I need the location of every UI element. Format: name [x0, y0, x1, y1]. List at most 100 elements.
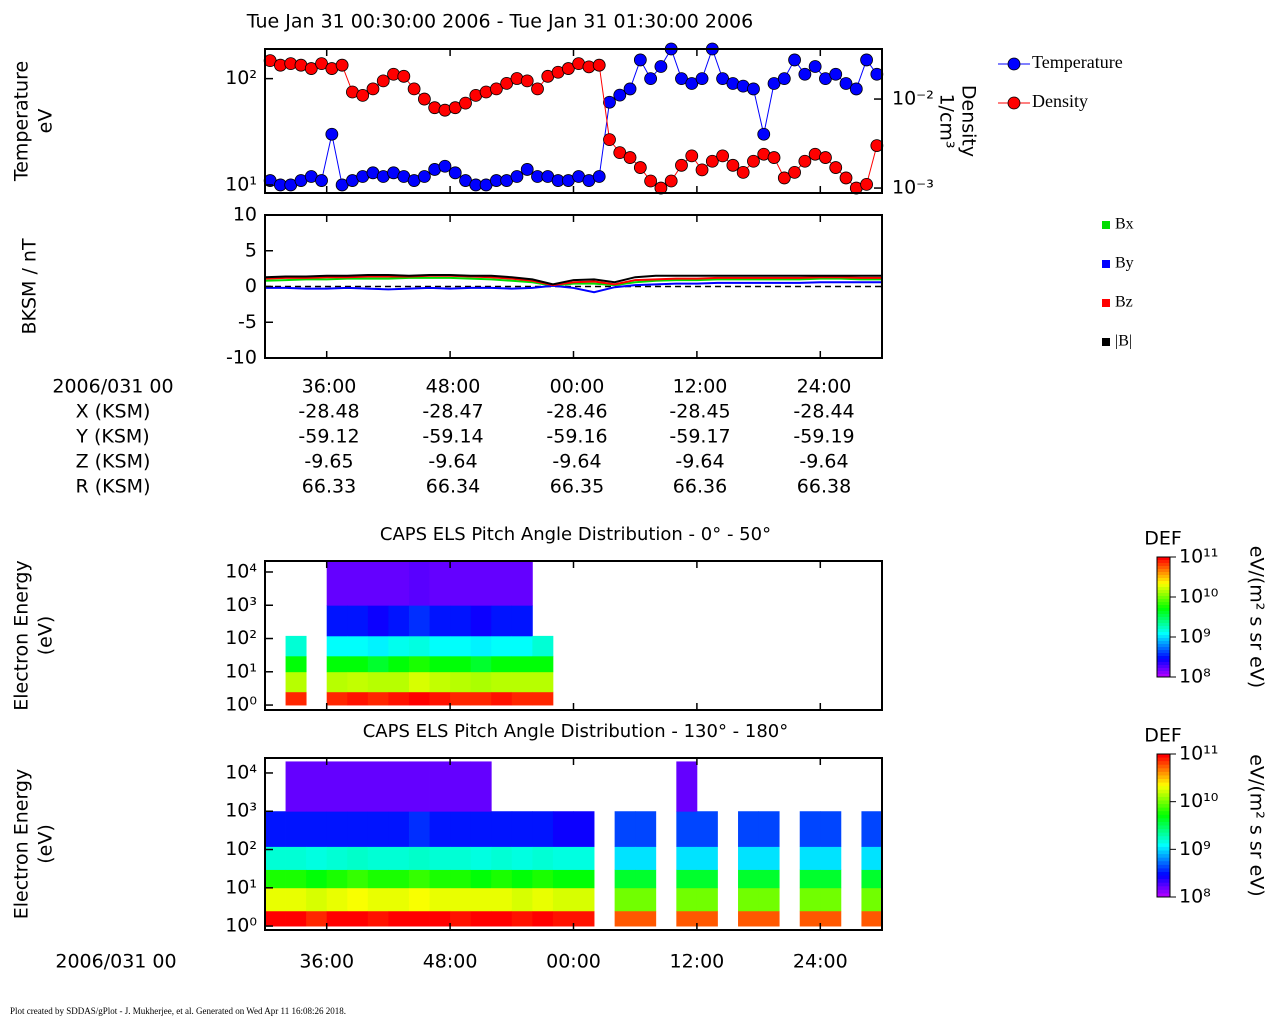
- heat-cell: [552, 910, 574, 927]
- data-point: [520, 74, 534, 88]
- colorbar-strip: [1157, 629, 1170, 633]
- colorbar-strip: [1157, 659, 1170, 663]
- colorbar-strip: [1157, 656, 1170, 660]
- heat-cell: [511, 561, 533, 606]
- x-tick-label: 12:00: [670, 951, 725, 973]
- y-tick-label: 10³: [225, 594, 257, 616]
- heat-cell: [265, 910, 286, 927]
- colorbar-strip: [1157, 836, 1170, 841]
- data-point: [685, 149, 699, 163]
- heat-cell: [429, 605, 451, 637]
- ephemeris-value: -9.64: [428, 451, 477, 473]
- data-point: [654, 181, 668, 195]
- data-point: [777, 171, 791, 185]
- data-point: [561, 62, 575, 75]
- heat-cell: [367, 910, 389, 927]
- data-point: [716, 72, 730, 86]
- heat-cell: [347, 561, 369, 606]
- heat-cell: [758, 846, 780, 870]
- colorbar-frame: [1156, 556, 1171, 678]
- colorbar-strip: [1157, 889, 1170, 894]
- heat-cell: [573, 846, 595, 870]
- heat-cell: [326, 605, 348, 637]
- colorbar-strip: [1157, 590, 1170, 594]
- ephemeris-label: X (KSM): [76, 401, 151, 423]
- colorbar-strip: [1157, 617, 1170, 621]
- data-point: [819, 151, 832, 164]
- heat-cell: [285, 846, 307, 870]
- heat-cell: [285, 887, 307, 912]
- series-line: [264, 274, 882, 286]
- y-tick-label: 10³: [225, 800, 257, 822]
- heat-cell: [450, 910, 472, 927]
- heat-cell: [367, 846, 389, 870]
- ephemeris-header: 48:00: [426, 376, 481, 398]
- heat-cell: [738, 811, 759, 847]
- ephemeris-value: -59.14: [422, 426, 483, 448]
- heat-cell: [470, 887, 492, 912]
- heat-cell: [367, 691, 389, 706]
- y-tick-label: -10: [226, 347, 257, 369]
- colorbar-strip: [1157, 605, 1170, 609]
- heat-cell: [511, 910, 533, 927]
- heat-cell: [347, 605, 369, 637]
- ephemeris-header: 2006/031 00: [52, 376, 173, 398]
- data-point: [788, 53, 801, 67]
- data-point: [510, 170, 524, 183]
- heat-cell: [326, 561, 348, 606]
- colorbar-strip: [1157, 668, 1170, 672]
- x-tick-label: 24:00: [793, 951, 848, 973]
- colorbar-strip: [1157, 782, 1170, 787]
- heat-cell: [429, 846, 451, 870]
- heat-cell: [470, 691, 492, 706]
- data-point: [407, 82, 421, 96]
- heat-cell: [470, 655, 492, 673]
- heat-cell: [388, 605, 410, 637]
- colorbar-strip: [1157, 854, 1170, 859]
- data-point: [633, 161, 647, 174]
- colorbar-strip: [1157, 861, 1170, 866]
- heat-cell: [347, 655, 369, 673]
- y-tick-label: 5: [245, 239, 257, 261]
- data-point: [623, 82, 637, 96]
- data-point: [603, 133, 616, 147]
- y-tick-label: 10²: [225, 838, 257, 860]
- legend-marker: [1007, 57, 1021, 71]
- heat-cell: [450, 671, 472, 693]
- y-tick-label: 10⁻³: [892, 177, 934, 199]
- data-point: [315, 174, 328, 187]
- colorbar-strip: [1157, 650, 1170, 654]
- heat-cell: [573, 811, 595, 847]
- colorbar-strip: [1157, 611, 1170, 615]
- legend-label: Bz: [1115, 294, 1133, 311]
- heat-cell: [491, 887, 513, 912]
- heat-cell: [367, 605, 389, 637]
- heat-cell: [511, 671, 533, 693]
- heat-cell: [306, 887, 328, 912]
- colorbar-strip: [1157, 807, 1170, 812]
- heat-cell: [408, 655, 430, 673]
- data-point: [489, 82, 503, 96]
- heat-cell: [491, 691, 513, 706]
- heat-cell: [799, 910, 821, 927]
- y-tick-label: 10²: [225, 67, 257, 89]
- heat-cell: [696, 887, 718, 912]
- heat-cell: [285, 671, 307, 693]
- heat-cell: [450, 869, 472, 889]
- heat-cell: [429, 635, 451, 657]
- heat-cell: [676, 761, 698, 812]
- y-tick-label: 10⁴: [225, 560, 257, 582]
- heat-cell: [285, 910, 307, 927]
- heat-cell: [511, 846, 533, 870]
- heat-cell: [511, 605, 533, 637]
- heat-cell: [285, 655, 307, 673]
- colorbar-strip: [1157, 569, 1170, 573]
- colorbar-strip: [1157, 575, 1170, 579]
- data-point: [747, 154, 760, 168]
- series-line: [264, 276, 882, 287]
- heat-cell: [450, 635, 472, 657]
- colorbar-strip: [1157, 764, 1170, 769]
- heat-cell: [511, 691, 533, 706]
- colorbar-strip: [1157, 674, 1170, 678]
- data-point: [644, 174, 658, 188]
